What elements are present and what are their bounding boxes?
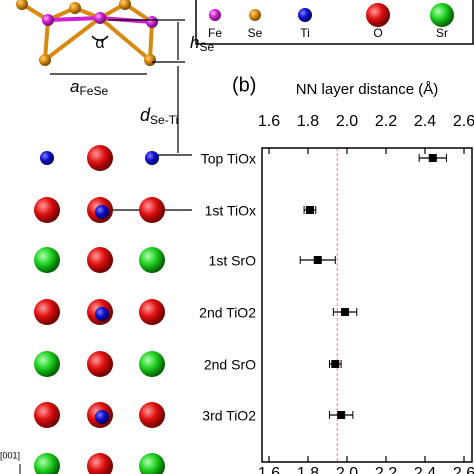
- atom: [87, 247, 113, 273]
- direction-label: [001]: [0, 450, 20, 460]
- x-tick-label: 2.2: [375, 465, 397, 474]
- legend-swatch: [298, 8, 312, 22]
- category-label: 1st SrO: [209, 253, 257, 269]
- category-label: 1st TiOx: [205, 203, 256, 219]
- atom: [95, 410, 109, 424]
- atom: [34, 351, 60, 377]
- atom: [139, 299, 165, 325]
- data-point: [331, 360, 340, 368]
- x-tick-label: 1.8: [297, 465, 319, 474]
- atom: [34, 453, 60, 474]
- atom: [139, 247, 165, 273]
- category-label: Top TiOx: [201, 151, 256, 167]
- dimension-lines: [50, 19, 192, 211]
- x-tick-label: 2.6: [453, 113, 474, 130]
- legend-label: Fe: [208, 26, 222, 40]
- data-point: [337, 411, 346, 419]
- atom: [40, 151, 54, 165]
- atom: [95, 307, 109, 321]
- x-tick-label: 2.2: [375, 113, 397, 130]
- data-point: [313, 256, 322, 264]
- x-tick-label: 1.6: [258, 113, 280, 130]
- d-label: dSe-Ti: [140, 105, 178, 127]
- atom: [139, 351, 165, 377]
- panel-label: (b): [232, 74, 256, 96]
- atom: [87, 351, 113, 377]
- x-tick-label: 1.8: [297, 113, 319, 130]
- data-point: [305, 206, 314, 214]
- angle-label: α: [95, 35, 104, 52]
- plot-frame: [261, 147, 473, 463]
- legend-label: Se: [248, 26, 263, 40]
- a-label: aFeSe: [70, 77, 108, 98]
- legend-label: Sr: [436, 26, 448, 40]
- atom: [34, 299, 60, 325]
- atom: [139, 197, 165, 223]
- x-tick-label: 2.0: [336, 113, 358, 130]
- legend-swatch: [209, 9, 221, 21]
- legend-label: Ti: [300, 26, 310, 40]
- x-tick-label: 2.0: [336, 465, 358, 474]
- atom: [145, 151, 159, 165]
- atom: [95, 205, 109, 219]
- atom: [34, 402, 60, 428]
- legend-swatch: [249, 9, 261, 21]
- atom: [139, 453, 165, 474]
- legend-label: O: [373, 26, 382, 40]
- chart-title: NN layer distance (Å): [296, 81, 439, 98]
- x-tick-label: 2.6: [453, 465, 474, 474]
- category-label: 2nd TiO2: [199, 305, 256, 321]
- legend-box: [195, 0, 474, 45]
- category-label: 2nd SrO: [204, 357, 256, 373]
- data-point: [341, 308, 350, 316]
- legend-swatch: [430, 3, 454, 27]
- atom: [34, 197, 60, 223]
- atom: [87, 453, 113, 474]
- atom: [139, 402, 165, 428]
- atom: [87, 145, 113, 171]
- data-point: [428, 154, 437, 162]
- x-tick-label: 2.4: [414, 113, 436, 130]
- legend-swatch: [366, 3, 390, 27]
- fese-structure: [16, 0, 158, 66]
- category-label: 3rd TiO2: [202, 408, 256, 424]
- x-tick-label: 1.6: [258, 465, 280, 474]
- atom: [34, 247, 60, 273]
- x-tick-label: 2.4: [414, 465, 436, 474]
